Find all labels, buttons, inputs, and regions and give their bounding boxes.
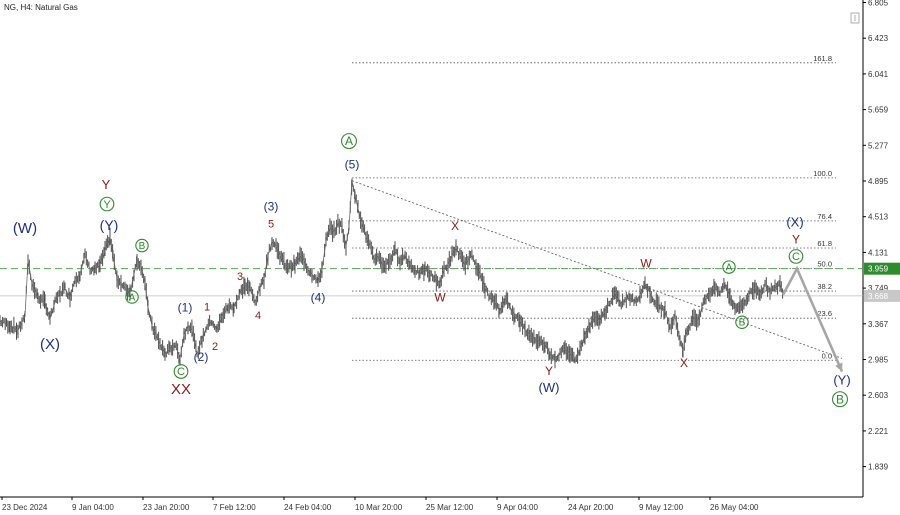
wave-label-circle	[832, 391, 848, 408]
fib-label: 38.2	[817, 282, 832, 291]
x-tick-label: 9 Apr 04:00	[497, 503, 538, 512]
wave-label: Y	[545, 364, 553, 378]
fib-label: 161.8	[813, 54, 832, 63]
wave-label: (W)	[539, 380, 560, 395]
y-tick-label: 3.749	[868, 284, 889, 293]
wave-label: W	[434, 290, 446, 304]
price-line	[0, 180, 784, 360]
x-tick-label: 9 Jan 04:00	[72, 503, 114, 512]
plot-area	[0, 0, 863, 497]
wave-label: B	[836, 392, 844, 406]
current-price-tag-label: 3.959	[868, 265, 889, 274]
wave-label: B	[139, 241, 146, 252]
wave-label: (5)	[345, 158, 360, 172]
wave-label: (Y)	[833, 373, 850, 388]
wave-label: 4	[255, 310, 261, 322]
fib-label: 0.0	[822, 351, 832, 360]
wave-label: X	[451, 219, 459, 233]
wave-label-circle	[99, 196, 115, 212]
wave-label: 1	[204, 302, 210, 314]
y-tick-label: 4.131	[868, 248, 889, 257]
wave-label: (W)	[13, 220, 37, 237]
wave-label-circle	[125, 290, 139, 304]
forecast-path	[781, 265, 844, 372]
wave-label: XX	[171, 381, 191, 398]
price-line-tag	[864, 289, 900, 302]
wave-label-circle	[735, 315, 749, 329]
current-price-tag	[864, 262, 900, 275]
x-tick-label: 23 Dec 2024	[2, 503, 48, 512]
y-tick-label: 4.895	[868, 177, 889, 186]
fib-label: 100.0	[813, 169, 832, 178]
wave-label: 2	[212, 341, 218, 353]
x-tick-label: 25 Mar 12:00	[426, 503, 474, 512]
wave-label: (1)	[178, 301, 193, 315]
wave-label: Y	[792, 232, 800, 246]
y-tick-label: 5.659	[868, 106, 889, 115]
x-tick-label: 9 May 12:00	[639, 503, 684, 512]
y-tick-label: 2.985	[868, 356, 889, 365]
x-tick-label: 24 Feb 04:00	[284, 503, 332, 512]
wave-label: A	[345, 134, 353, 148]
fib-label: 76.4	[817, 212, 832, 221]
wave-label: B	[739, 318, 746, 329]
y-tick-label: 6.805	[868, 0, 889, 8]
y-tick-label: 1.839	[868, 463, 889, 472]
wave-label-circle	[722, 260, 736, 274]
fib-label: 23.6	[817, 309, 832, 318]
wave-label-circle	[341, 133, 357, 150]
y-tick-label: 6.423	[868, 34, 889, 43]
wave-label-circle	[173, 364, 189, 379]
x-tick-label: 23 Jan 20:00	[143, 503, 190, 512]
y-tick-label: 2.221	[868, 427, 889, 436]
wave-label: (Y)	[100, 217, 119, 233]
wave-label: 3	[237, 271, 243, 283]
wave-label: A	[726, 262, 733, 273]
wave-label: (X)	[786, 215, 803, 230]
fib-label: 50.0	[817, 260, 832, 269]
wave-label-circle	[788, 249, 804, 264]
chart-title: NG, H4: Natural Gas	[4, 3, 78, 12]
wave-label: X	[680, 356, 688, 370]
wave-label: C	[177, 366, 185, 378]
y-tick-label: 5.277	[868, 141, 889, 150]
wave-label: Y	[103, 199, 111, 211]
wave-label: W	[640, 257, 652, 271]
scroll-toggle-button[interactable]	[850, 12, 860, 24]
wave-labels: (W)(X)YY(Y)BA(1) 12(2)CXX34(3)5(4)A(5)XWY…	[13, 133, 851, 408]
y-tick-label: 4.513	[868, 213, 889, 222]
wave-label: (2)	[194, 350, 209, 364]
price-series	[0, 178, 844, 372]
wave-label: Y	[102, 177, 111, 192]
fib-label: 61.8	[817, 239, 832, 248]
wave-label: (3)	[264, 200, 279, 214]
x-tick-label: 7 Feb 12:00	[213, 503, 256, 512]
wave-label-circle	[135, 238, 149, 253]
forecast-arrowhead	[835, 362, 843, 372]
wave-label: C	[792, 251, 800, 263]
wave-label: (4)	[311, 290, 326, 304]
trend-line	[351, 180, 843, 359]
y-tick-label: 2.603	[868, 391, 889, 400]
x-tick-label: 24 Apr 20:00	[568, 503, 614, 512]
wave-label: A	[129, 292, 136, 303]
y-tick-label: 3.367	[868, 320, 889, 329]
price-line-tag-label: 3.668	[868, 292, 889, 301]
y-tick-label: 6.041	[868, 70, 889, 79]
wave-label: 5	[268, 218, 274, 230]
wave-label: (X)	[40, 336, 60, 353]
x-tick-label: 26 May 04:00	[710, 503, 759, 512]
x-tick-label: 10 Mar 20:00	[355, 503, 403, 512]
